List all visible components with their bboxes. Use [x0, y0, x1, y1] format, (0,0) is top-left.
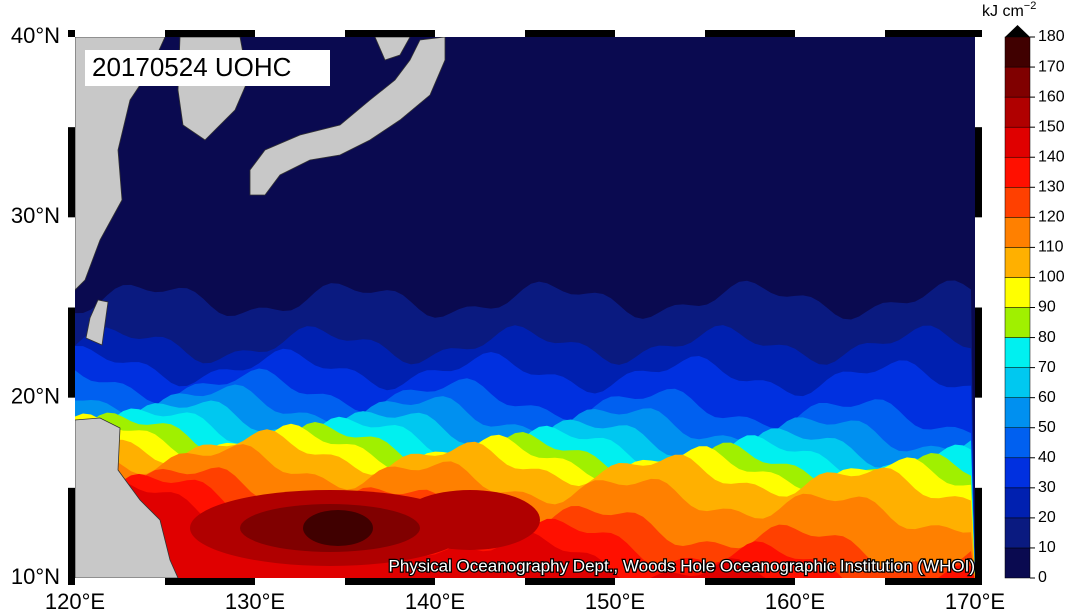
frame-tick: [68, 37, 75, 128]
title-box: [85, 50, 330, 86]
frame-tick: [255, 30, 345, 37]
frame-tick: [255, 578, 345, 585]
colorbar-swatch: [1004, 487, 1031, 519]
heat-blob: [303, 510, 373, 546]
y-tick-label: 10°N: [11, 564, 60, 589]
frame-tick: [75, 30, 165, 37]
colorbar-swatch: [1004, 547, 1031, 579]
colorbar-label: 140: [1038, 148, 1065, 165]
colorbar-swatch: [1004, 277, 1031, 308]
y-tick-label: 30°N: [11, 203, 60, 228]
frame-tick: [75, 578, 165, 585]
heat-blob: [400, 490, 540, 550]
x-tick-label: 160°E: [765, 589, 825, 614]
colorbar-swatch: [1004, 247, 1031, 278]
y-tick-label: 20°N: [11, 384, 60, 409]
colorbar-label: 180: [1038, 28, 1065, 45]
colorbar-label: 150: [1038, 118, 1065, 135]
colorbar-swatch: [1004, 307, 1031, 338]
colorbar-label: 80: [1038, 329, 1056, 346]
unit-exponent: −2: [1024, 0, 1037, 12]
colorbar-swatch: [1004, 156, 1031, 188]
x-tick-label: 120°E: [45, 589, 105, 614]
frame-tick: [435, 578, 525, 585]
frame-tick: [795, 578, 885, 585]
colorbar-label: 90: [1038, 299, 1056, 316]
x-tick-label: 170°E: [945, 589, 1005, 614]
land-japan: [249, 37, 446, 196]
y-tick-label: 40°N: [11, 23, 60, 48]
x-tick-label: 130°E: [225, 589, 285, 614]
colorbar-label: 50: [1038, 419, 1056, 436]
colorbar-unit: kJ cm−2: [982, 0, 1036, 20]
colorbar-swatch: [1004, 126, 1031, 158]
unit-text: kJ cm: [982, 3, 1024, 20]
colorbar-label: 20: [1038, 509, 1056, 526]
colorbar-swatch: [1004, 367, 1031, 398]
colorbar-label: 40: [1038, 449, 1056, 466]
colorbar-swatch: [1004, 217, 1031, 248]
colorbar-label: 110: [1038, 239, 1064, 256]
colorbar-swatch: [1004, 427, 1031, 459]
colorbar-label: 30: [1038, 479, 1056, 496]
colorbar-swatch: [1004, 36, 1031, 68]
colorbar-swatch: [1004, 517, 1031, 549]
colorbar-swatch: [1004, 337, 1031, 368]
x-tick-label: 150°E: [585, 589, 645, 614]
land-hokkaido: [374, 37, 411, 61]
colorbar-swatch: [1004, 397, 1031, 428]
frame-tick: [795, 30, 885, 37]
colorbar-arrow: [1005, 25, 1030, 37]
x-tick-label: 140°E: [405, 589, 465, 614]
colorbar-swatch: [1004, 457, 1031, 489]
credit: Physical Oceanography Dept., Woods Hole …: [389, 556, 975, 575]
colorbar-swatch: [1004, 187, 1031, 218]
colorbar-label: 160: [1038, 88, 1065, 105]
frame-tick: [68, 217, 75, 308]
colorbar-swatch: [1004, 66, 1031, 98]
colorbar-label: 10: [1038, 539, 1056, 556]
map-area: [75, 37, 975, 578]
frame-tick: [615, 578, 705, 585]
frame-tick: [975, 397, 982, 488]
colorbar-label: 120: [1038, 209, 1065, 226]
frame-tick: [68, 397, 75, 488]
colorbar-label: 130: [1038, 178, 1065, 195]
frame-tick: [615, 30, 705, 37]
frame-tick: [975, 217, 982, 308]
land-taiwan: [85, 299, 109, 346]
map-title: 20170524 UOHC: [92, 52, 291, 82]
frame-tick: [975, 37, 982, 128]
colorbar-swatch: [1004, 96, 1031, 128]
colorbar-label: 170: [1038, 58, 1065, 75]
colorbar-label: 100: [1038, 269, 1065, 286]
land-philippines: [75, 417, 179, 578]
colorbar-label: 0: [1038, 569, 1047, 586]
frame-tick: [435, 30, 525, 37]
colorbar-label: 60: [1038, 389, 1056, 406]
colorbar-label: 70: [1038, 359, 1056, 376]
